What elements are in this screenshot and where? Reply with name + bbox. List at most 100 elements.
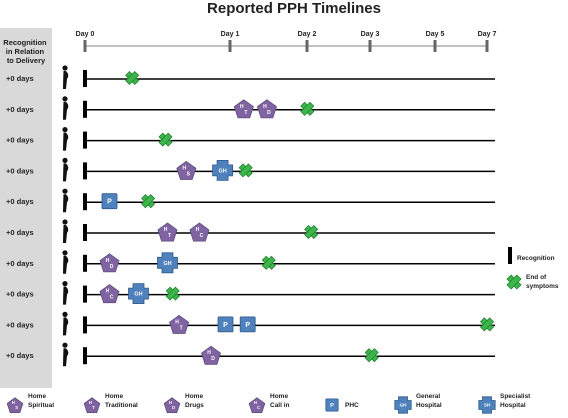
legend-label: Hospital — [416, 402, 442, 409]
icon-letter: T — [168, 233, 171, 239]
woman-head — [62, 65, 68, 71]
day-tick-label: Day 5 — [426, 31, 445, 38]
pentagon-shape — [169, 314, 190, 334]
icon-letter: C — [200, 233, 204, 239]
icon-letter: P — [107, 199, 112, 206]
icon-p: P — [325, 398, 339, 412]
icon-letter: H — [89, 400, 92, 405]
woman-body — [63, 163, 69, 182]
woman-body — [63, 348, 69, 367]
timeline-row: +0 days — [6, 65, 495, 89]
icon-letter: H — [183, 165, 187, 171]
recognition-label: +0 days — [6, 351, 34, 360]
recognition-marker — [83, 254, 87, 272]
icon-p: P — [239, 316, 256, 333]
recognition-label: +0 days — [6, 136, 34, 145]
left-panel — [0, 28, 52, 388]
x-center — [307, 228, 315, 236]
legend-label: Hospital — [500, 402, 526, 409]
x-center — [169, 290, 177, 297]
end-of-symptoms-marker — [300, 101, 315, 116]
day-tick — [305, 40, 309, 52]
icon-hs: HS — [176, 160, 197, 180]
x-center — [162, 136, 169, 143]
pentagon-shape — [157, 222, 178, 242]
icon-letter: H — [254, 400, 257, 405]
icon-letter: D — [110, 264, 114, 270]
woman-head — [62, 219, 68, 225]
end-of-symptoms-marker — [261, 255, 276, 270]
pregnant-woman-icon — [62, 219, 69, 243]
recognition-marker — [83, 224, 87, 241]
day-tick-label: Day 0 — [76, 31, 95, 38]
icon-ht: HT — [83, 397, 101, 414]
x-center — [144, 197, 152, 205]
icon-hd: HD — [201, 345, 221, 365]
legend-item-hc: HC Home Call in — [248, 393, 290, 414]
legend-item-hd: HD Home Drugs — [163, 393, 204, 414]
icon-letter: H — [263, 104, 267, 110]
cross-shape — [157, 252, 178, 274]
pregnant-woman-icon — [62, 342, 69, 367]
day-tick-label: Day 3 — [361, 31, 380, 38]
pentagon-shape — [6, 397, 24, 414]
day-tick — [83, 40, 87, 52]
woman-head — [62, 188, 68, 194]
cross-shape — [212, 160, 233, 181]
timeline-row: +0 days HD GH — [6, 250, 495, 274]
woman-body — [63, 286, 69, 305]
diagram-title: Reported PPH Timelines — [207, 0, 381, 17]
icon-letter: H — [196, 227, 200, 233]
end-symptoms-legend-label: symptoms — [526, 283, 559, 290]
woman-head — [62, 250, 68, 256]
recognition-marker — [83, 347, 87, 365]
pregnant-woman-icon — [62, 281, 69, 305]
recognition-label: +0 days — [6, 259, 34, 268]
woman-head — [62, 311, 68, 317]
cross-shape — [478, 396, 496, 414]
square-shape — [325, 398, 339, 412]
icon-letter: D — [211, 356, 215, 362]
pentagon-shape — [201, 345, 221, 365]
legend-item-gh: GH General Hospital — [394, 393, 442, 414]
pentagon-shape — [256, 99, 277, 119]
day-tick-label: Day 7 — [478, 31, 497, 38]
icon-letter: T — [244, 110, 247, 116]
icon-letter: S — [187, 171, 191, 177]
pentagon-shape — [189, 222, 210, 242]
recognition-label: +0 days — [6, 290, 34, 299]
icon-ht: HT — [157, 222, 178, 242]
timeline-row: +0 days P — [6, 188, 495, 213]
legend-item-sh: SH Specialist Hospital — [478, 393, 531, 414]
icon-p: P — [101, 193, 118, 210]
end-of-symptoms-marker — [506, 274, 522, 290]
legend-label: Drugs — [185, 402, 204, 409]
legend-label: Spiritual — [28, 402, 54, 409]
icon-gh: GH — [212, 160, 233, 181]
icon-hc: HC — [99, 284, 120, 304]
recognition-marker — [83, 316, 87, 334]
recognition-marker — [83, 100, 87, 118]
x-center — [304, 105, 311, 113]
end-of-symptoms-marker — [158, 132, 173, 147]
icon-letter: H — [12, 400, 15, 405]
legend-item-p: P PHC — [325, 398, 359, 412]
icon-letter: H — [106, 258, 110, 264]
legend-label: Specialist — [500, 393, 531, 400]
pentagon-shape — [99, 284, 120, 304]
x-center — [265, 259, 273, 267]
woman-head — [62, 281, 68, 287]
icon-letter: GH — [134, 292, 142, 298]
timeline-row: +0 days HD — [6, 342, 495, 367]
icon-letter: H — [240, 104, 244, 110]
end-of-symptoms-marker — [238, 163, 253, 178]
square-shape — [101, 193, 118, 210]
icon-p: P — [217, 316, 234, 333]
column-header-line: Recognition — [3, 38, 47, 47]
day-tick — [433, 40, 437, 52]
icon-ht: HT — [233, 99, 254, 119]
woman-body — [63, 317, 69, 336]
